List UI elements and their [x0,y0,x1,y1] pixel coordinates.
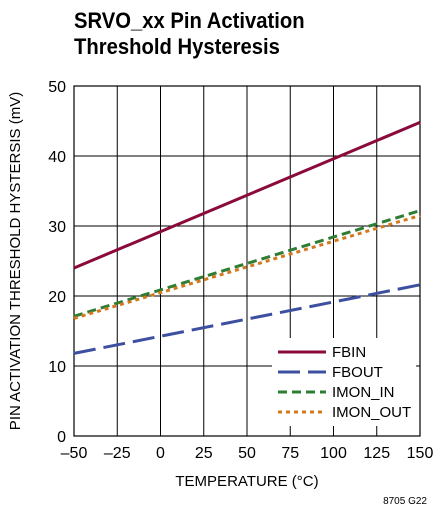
x-tick-label: 50 [238,445,256,462]
y-tick-label: 30 [48,219,66,236]
y-tick-label: 40 [48,149,66,166]
chart-title-line2: Threshold Hysteresis [74,34,280,59]
y-tick-label: 10 [48,359,66,376]
x-tick-label: 0 [156,445,165,462]
figure-id: 8705 G22 [383,496,427,507]
series-lines [73,121,421,355]
series-line-fbin [73,121,421,270]
x-tick-label: 125 [363,445,390,462]
x-tick-label: –50 [61,445,88,462]
chart-title: SRVO_xx Pin Activation Threshold Hystere… [74,8,305,60]
tick-labels: –50 –25 0 25 50 75 100 125 150 0 10 20 30 40 50 [48,79,433,462]
x-tick-label: 100 [320,445,347,462]
x-tick-label: 75 [281,445,299,462]
y-tick-label: 20 [48,289,66,306]
x-tick-label: 150 [407,445,434,462]
legend-label: IMON_OUT [332,404,411,421]
x-tick-label: –25 [104,445,131,462]
y-tick-label: 50 [48,79,66,96]
legend: FBIN FBOUT IMON_IN IMON_OUT [272,338,416,426]
y-axis-label: PIN ACTIVATION THRESHOLD HYSTERSIS (mV) [7,92,24,430]
chart-title-line1: SRVO_xx Pin Activation [74,8,305,33]
legend-label: IMON_IN [332,384,395,401]
plot-frame [73,85,421,437]
legend-label: FBOUT [332,364,383,381]
y-tick-label: 0 [57,429,66,446]
series-line-imon-in [73,209,421,318]
x-tick-label: 25 [195,445,213,462]
x-axis-label: TEMPERATURE (°C) [175,473,318,490]
legend-label: FBIN [332,344,366,361]
